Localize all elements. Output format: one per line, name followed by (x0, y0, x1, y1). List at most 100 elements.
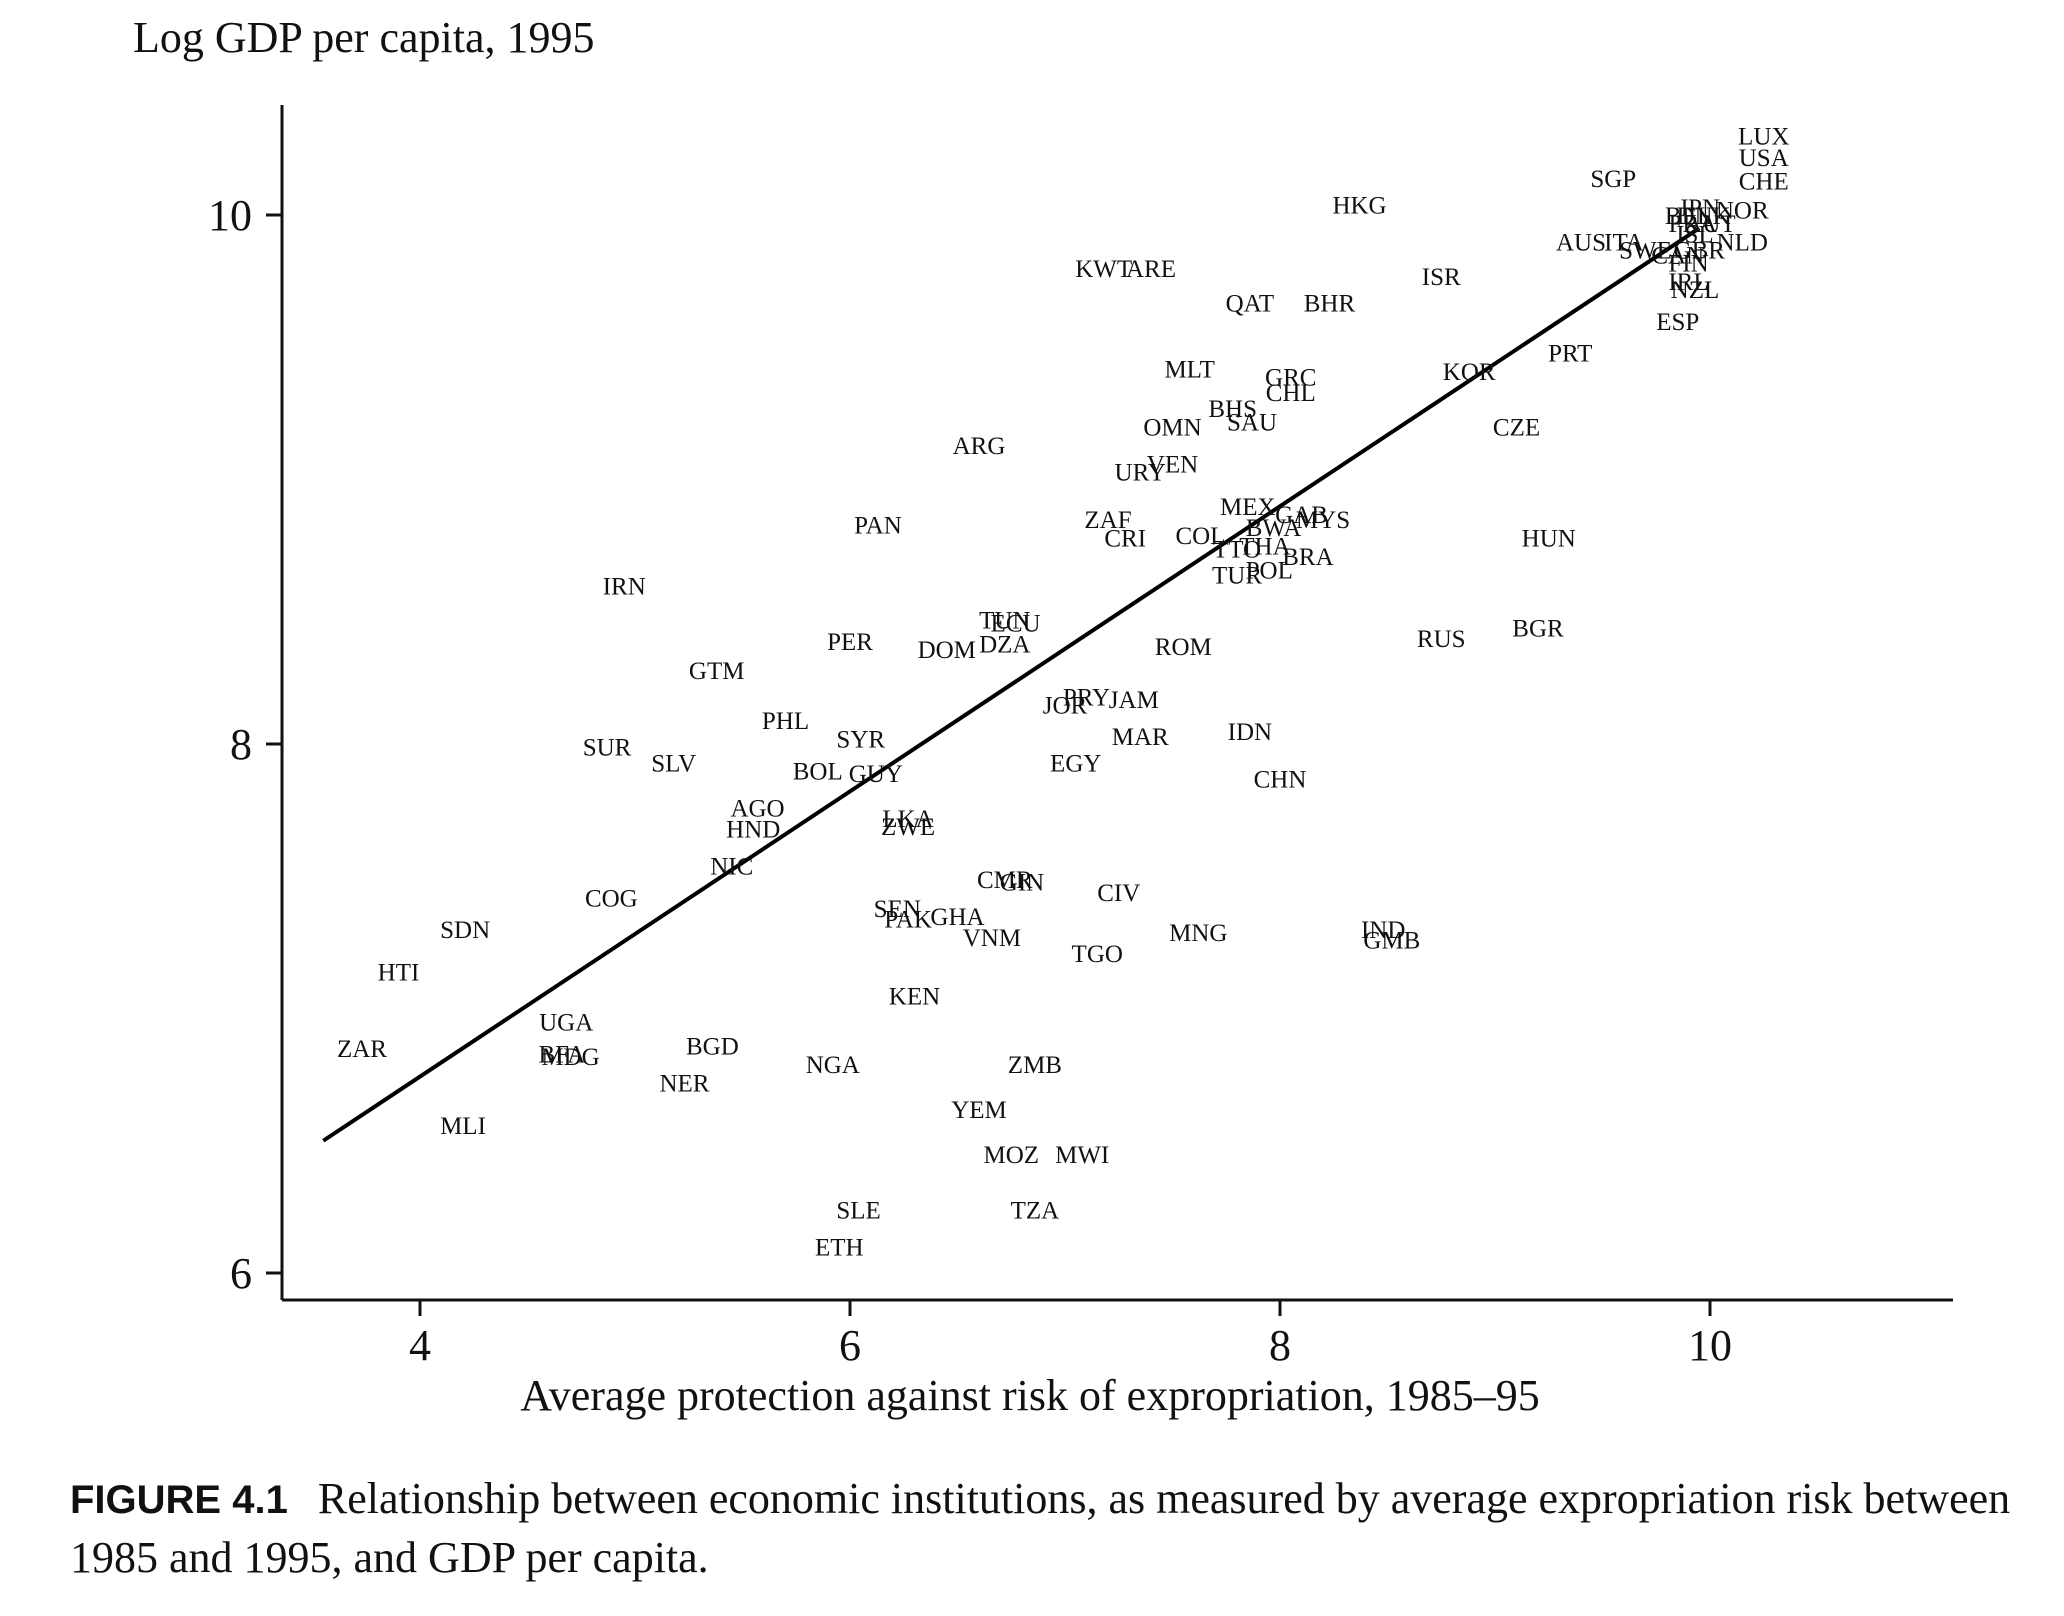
point-label-gtm: GTM (689, 658, 745, 685)
point-label-swe: SWE (1619, 237, 1672, 264)
point-label-nor: NOR (1716, 198, 1769, 225)
y-axis-title: Log GDP per capita, 1995 (133, 13, 594, 62)
point-label-esp: ESP (1656, 309, 1699, 336)
point-label-isl: ISL (1676, 222, 1714, 249)
point-label-vnm: VNM (963, 925, 1021, 952)
point-label-bhs: BHS (1208, 396, 1257, 423)
point-label-idn: IDN (1228, 719, 1272, 746)
point-label-hnd: HND (726, 817, 780, 844)
point-label-dom: DOM (918, 637, 976, 664)
point-label-nga: NGA (806, 1052, 860, 1079)
point-label-tza: TZA (1011, 1198, 1060, 1225)
x-tick-label: 6 (839, 1321, 861, 1370)
point-label-col: COL (1175, 523, 1225, 550)
point-label-kor: KOR (1443, 359, 1496, 386)
point-label-dza: DZA (979, 631, 1030, 658)
point-label-sdn: SDN (440, 917, 490, 944)
point-label-rom: ROM (1155, 634, 1212, 661)
point-label-egy: EGY (1050, 751, 1101, 778)
y-tick-label: 8 (230, 720, 252, 769)
point-label-sle: SLE (836, 1198, 880, 1225)
point-label-prt: PRT (1548, 341, 1592, 368)
point-label-mng: MNG (1169, 920, 1227, 947)
point-label-phl: PHL (762, 708, 809, 735)
point-label-tgo: TGO (1072, 941, 1123, 968)
point-label-chl: CHL (1266, 380, 1316, 407)
point-label-tun: TUN (979, 608, 1030, 635)
point-label-tto: TTO (1213, 536, 1261, 563)
figure-caption: FIGURE 4.1 Relationship between economic … (70, 1470, 2030, 1587)
point-label-zaf: ZAF (1084, 507, 1131, 534)
point-label-pan: PAN (854, 512, 902, 539)
point-label-per: PER (827, 629, 873, 656)
point-label-pak: PAK (884, 907, 932, 934)
point-label-ago: AGO (730, 795, 784, 822)
point-label-omn: OMN (1143, 415, 1201, 442)
point-label-ner: NER (659, 1071, 709, 1098)
point-label-bwa: BWA (1246, 515, 1302, 542)
point-label-aut: AUT (1684, 211, 1735, 238)
point-label-zmb: ZMB (1008, 1052, 1062, 1079)
point-label-isr: ISR (1422, 264, 1461, 291)
point-label-guy: GUY (849, 761, 903, 788)
point-label-pry: PRY (1063, 684, 1110, 711)
point-label-eth: ETH (815, 1235, 864, 1262)
point-label-bfa: BFA (539, 1041, 586, 1068)
point-label-fra: FRA (1668, 211, 1717, 238)
figure-label: FIGURE 4.1 (70, 1478, 288, 1522)
x-tick-label: 8 (1269, 1321, 1291, 1370)
point-label-kwt: KWT (1075, 256, 1132, 283)
point-label-jpn: JPN (1678, 195, 1720, 222)
point-label-pol: POL (1246, 557, 1293, 584)
point-label-sau: SAU (1227, 409, 1277, 436)
point-label-cmr: CMR (977, 867, 1033, 894)
point-label-are: ARE (1126, 256, 1176, 283)
y-tick-label: 6 (230, 1249, 252, 1298)
point-label-cze: CZE (1493, 415, 1540, 442)
point-label-ita: ITA (1604, 229, 1644, 256)
point-label-arg: ARG (953, 433, 1006, 460)
point-label-lux: LUX (1738, 124, 1789, 151)
point-label-tur: TUR (1212, 563, 1262, 590)
point-label-jam: JAM (1109, 687, 1159, 714)
point-label-gmb: GMB (1363, 928, 1420, 955)
point-label-gab: GAB (1275, 502, 1328, 529)
point-label-aus: AUS (1556, 229, 1606, 256)
y-tick-label: 10 (208, 191, 252, 240)
point-label-jor: JOR (1043, 692, 1088, 719)
x-tick-label: 10 (1688, 1321, 1732, 1370)
point-label-mex: MEX (1220, 494, 1276, 521)
point-label-moz: MOZ (983, 1142, 1039, 1169)
point-label-gbr: GBR (1674, 237, 1726, 264)
point-label-nic: NIC (710, 854, 753, 881)
point-label-lka: LKA (882, 806, 933, 833)
point-label-gin: GIN (1000, 870, 1044, 897)
x-axis-title: Average protection against risk of expro… (520, 1371, 1539, 1420)
point-label-cri: CRI (1104, 526, 1146, 553)
point-label-usa: USA (1739, 145, 1789, 172)
point-label-cog: COG (585, 885, 638, 912)
point-label-ecu: ECU (991, 610, 1041, 637)
point-label-syr: SYR (836, 727, 885, 754)
point-label-mys: MYS (1296, 507, 1350, 534)
point-label-irl: IRL (1668, 269, 1708, 296)
point-label-grc: GRC (1265, 364, 1316, 391)
point-label-slv: SLV (651, 751, 696, 778)
point-label-gha: GHA (930, 904, 984, 931)
point-label-zwe: ZWE (881, 814, 935, 841)
point-label-ind: IND (1361, 917, 1405, 944)
point-label-ury: URY (1115, 460, 1166, 487)
point-label-che: CHE (1739, 169, 1789, 196)
point-label-bgr: BGR (1512, 616, 1564, 643)
point-label-mlt: MLT (1164, 356, 1214, 383)
point-label-bol: BOL (793, 758, 843, 785)
point-label-sen: SEN (874, 896, 921, 923)
point-label-hkg: HKG (1332, 192, 1386, 219)
point-label-hun: HUN (1522, 526, 1576, 553)
point-label-can: CAN (1651, 243, 1704, 270)
point-label-mdg: MDG (541, 1044, 599, 1071)
point-label-tha: THA (1239, 534, 1290, 561)
point-label-ken: KEN (889, 983, 940, 1010)
